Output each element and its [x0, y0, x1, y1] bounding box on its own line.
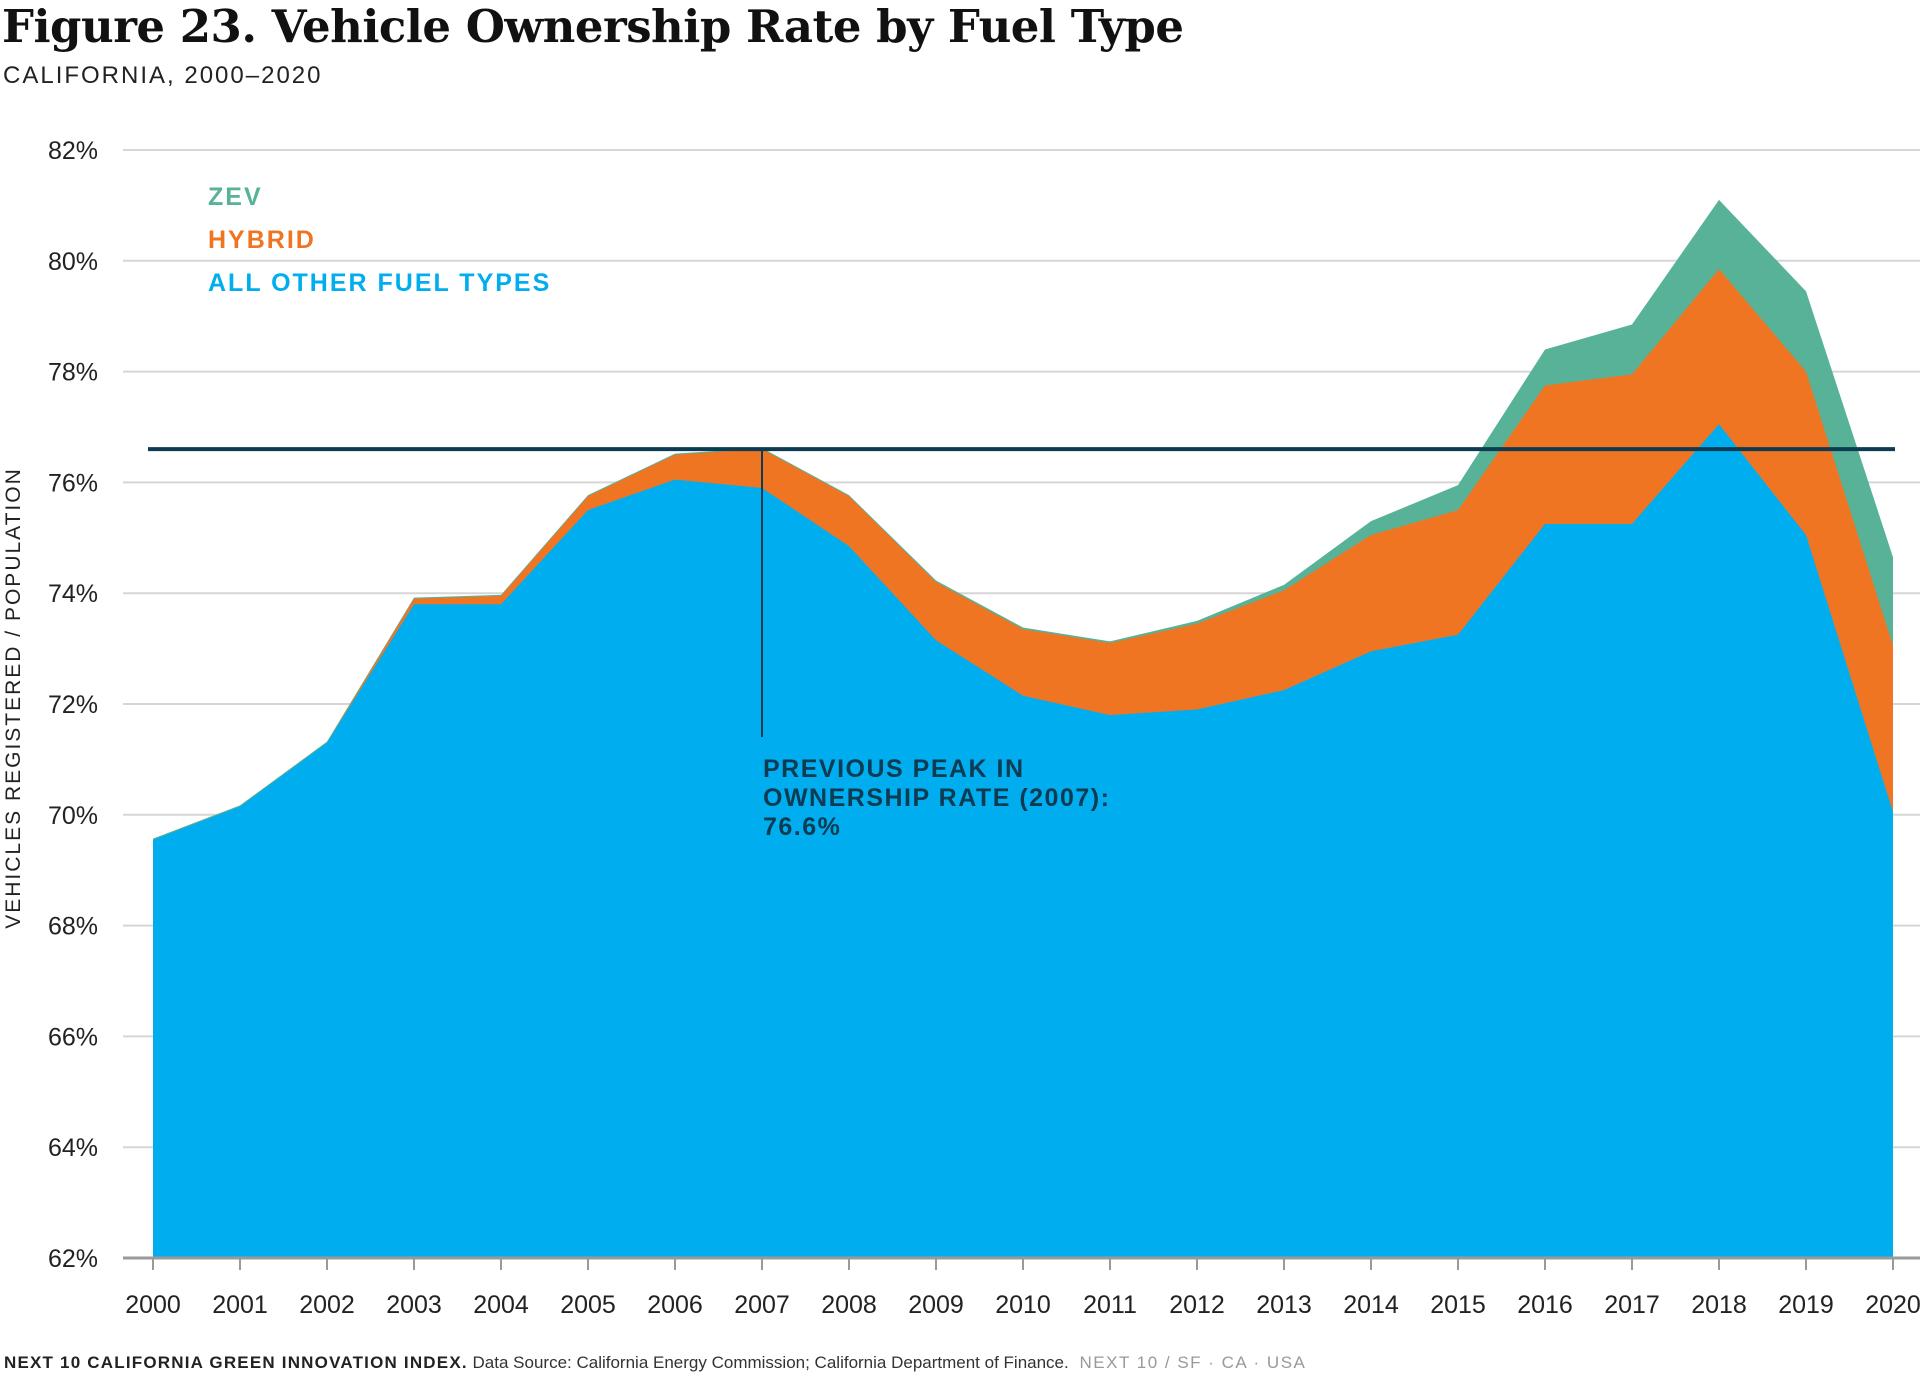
y-tick-label: 76% — [48, 469, 98, 497]
area-layer — [153, 199, 1893, 1259]
x-tick-label: 2010 — [995, 1291, 1051, 1319]
x-tick-label: 2008 — [821, 1291, 877, 1319]
legend-item: ALL OTHER FUEL TYPES — [208, 269, 551, 297]
x-tick-label: 2017 — [1604, 1291, 1660, 1319]
y-tick-label: 72% — [48, 691, 98, 719]
x-tick-label: 2000 — [125, 1291, 181, 1319]
x-tick-label: 2004 — [473, 1291, 529, 1319]
y-tick-label: 82% — [48, 137, 98, 165]
x-tick-label: 2013 — [1256, 1291, 1312, 1319]
y-tick-label: 74% — [48, 580, 98, 608]
annotation-text: 76.6% — [763, 813, 841, 841]
legend-layer: ZEV HYBRID ALL OTHER FUEL TYPES — [208, 183, 551, 297]
x-tick-label: 2019 — [1778, 1291, 1834, 1319]
y-tick-label: 78% — [48, 359, 98, 387]
x-tick-label: 2002 — [299, 1291, 355, 1319]
x-tick-label: 2016 — [1517, 1291, 1573, 1319]
legend-item: ZEV — [208, 183, 263, 211]
x-tick-label: 2006 — [647, 1291, 703, 1319]
y-tick-label: 64% — [48, 1134, 98, 1162]
page-title: Figure 23. Vehicle Ownership Rate by Fue… — [2, 0, 1184, 53]
chart-subtitle: CALIFORNIA, 2000–2020 — [3, 62, 323, 89]
annotation-text: PREVIOUS PEAK IN — [763, 755, 1025, 783]
x-tick-label: 2015 — [1430, 1291, 1486, 1319]
y-tick-label: 80% — [48, 248, 98, 276]
x-tick-label: 2001 — [212, 1291, 268, 1319]
x-tick-label: 2009 — [908, 1291, 964, 1319]
x-tick-label: 2011 — [1083, 1291, 1137, 1319]
x-tick-label: 2020 — [1865, 1291, 1920, 1319]
footer-source: Data Source: California Energy Commissio… — [472, 1353, 1069, 1372]
y-axis-label: VEHICLES REGISTERED / POPULATION — [2, 467, 25, 929]
axis-layer: 62% 64% 66% 68% 70% 72% 74% 76% 78% 80% 82% 2000 200… — [48, 137, 1920, 1319]
area-all-other-fuel-types — [153, 424, 1893, 1259]
x-tick-label: 2014 — [1343, 1291, 1399, 1319]
chart-footer: NEXT 10 CALIFORNIA GREEN INNOVATION INDE… — [4, 1353, 1306, 1373]
x-tick-label: 2007 — [734, 1291, 790, 1319]
x-tick-label: 2003 — [386, 1291, 442, 1319]
x-tick-label: 2005 — [560, 1291, 616, 1319]
y-tick-label: 62% — [48, 1245, 98, 1273]
y-tick-label: 70% — [48, 802, 98, 830]
footer-brand: NEXT 10 CALIFORNIA GREEN INNOVATION INDE… — [4, 1353, 468, 1372]
x-tick-label: 2018 — [1691, 1291, 1747, 1319]
annotation-text: OWNERSHIP RATE (2007): — [763, 784, 1110, 812]
footer-tag: NEXT 10 / SF · CA · USA — [1079, 1353, 1307, 1372]
x-tick-label: 2012 — [1169, 1291, 1225, 1319]
y-tick-label: 66% — [48, 1023, 98, 1051]
legend-item: HYBRID — [208, 226, 316, 254]
y-tick-label: 68% — [48, 913, 98, 941]
